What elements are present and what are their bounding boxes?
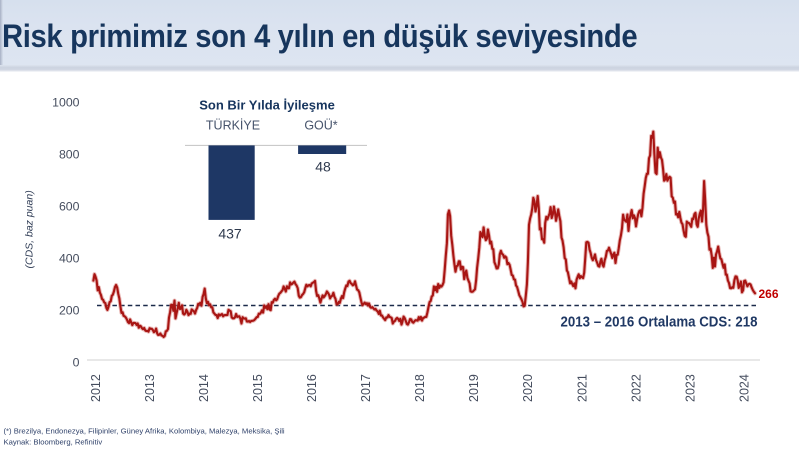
svg-text:(*) Brezilya, Endonezya, Filip: (*) Brezilya, Endonezya, Filipinler, Gün… — [4, 427, 285, 436]
svg-text:(CDS, baz puan): (CDS, baz puan) — [24, 190, 36, 268]
svg-text:2020: 2020 — [521, 374, 535, 402]
svg-text:0: 0 — [73, 356, 80, 370]
svg-text:TÜRKİYE: TÜRKİYE — [206, 119, 260, 133]
svg-text:266: 266 — [759, 287, 779, 301]
svg-text:800: 800 — [59, 148, 80, 162]
svg-text:400: 400 — [59, 252, 80, 266]
svg-text:2013: 2013 — [143, 374, 157, 402]
svg-text:1000: 1000 — [52, 96, 80, 110]
svg-text:2021: 2021 — [575, 374, 589, 402]
svg-text:2017: 2017 — [359, 374, 373, 402]
svg-text:2012: 2012 — [89, 374, 103, 402]
svg-text:48: 48 — [315, 159, 331, 175]
svg-text:GOÜ*: GOÜ* — [304, 119, 337, 133]
svg-text:2023: 2023 — [683, 374, 697, 402]
svg-text:2019: 2019 — [467, 374, 481, 402]
svg-text:437: 437 — [218, 226, 242, 242]
svg-text:600: 600 — [59, 200, 80, 214]
svg-text:2024: 2024 — [737, 374, 751, 402]
svg-text:200: 200 — [59, 304, 80, 318]
svg-text:Son Bir Yılda İyileşme: Son Bir Yılda İyileşme — [199, 98, 335, 113]
svg-text:2015: 2015 — [251, 374, 265, 402]
svg-text:Kaynak: Bloomberg, Refinitiv: Kaynak: Bloomberg, Refinitiv — [4, 438, 103, 447]
svg-text:2013 – 2016 Ortalama CDS: 218: 2013 – 2016 Ortalama CDS: 218 — [561, 315, 758, 331]
svg-text:2016: 2016 — [305, 374, 319, 402]
svg-text:2018: 2018 — [413, 374, 427, 402]
svg-text:2022: 2022 — [629, 374, 643, 402]
svg-text:2014: 2014 — [197, 374, 211, 402]
